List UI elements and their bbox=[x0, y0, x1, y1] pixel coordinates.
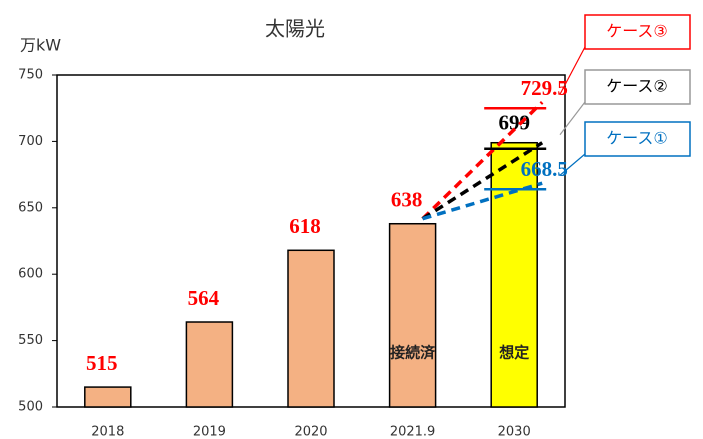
case-name: ケース② bbox=[606, 77, 668, 96]
case-leader bbox=[559, 101, 586, 136]
chart-title: 太陽光 bbox=[265, 17, 325, 41]
case-box bbox=[584, 121, 691, 157]
case-leader bbox=[559, 46, 586, 95]
case-value: 729.5 bbox=[521, 76, 568, 100]
bar bbox=[287, 249, 335, 408]
y-tick-label: 600 bbox=[18, 267, 43, 282]
case-leader bbox=[559, 153, 586, 176]
data-label: 618 bbox=[289, 214, 321, 238]
case-value: 668.5 bbox=[521, 157, 568, 181]
x-tick-label: 2018 bbox=[91, 425, 124, 439]
case-name: ケース③ bbox=[606, 22, 668, 41]
bar bbox=[185, 321, 234, 408]
y-tick-label: 550 bbox=[18, 333, 43, 348]
case-dashed-line bbox=[421, 100, 544, 220]
case-dashed-line bbox=[422, 181, 543, 221]
y-tick-label: 650 bbox=[18, 200, 43, 215]
case-box bbox=[584, 69, 691, 105]
y-tick-label: 700 bbox=[18, 134, 43, 149]
annotation: 接続済 bbox=[390, 344, 436, 362]
annotation: 想定 bbox=[498, 344, 529, 362]
data-label: 638 bbox=[391, 188, 423, 212]
bar bbox=[84, 386, 132, 408]
data-label: 564 bbox=[188, 286, 220, 310]
x-tick-label: 2020 bbox=[294, 425, 327, 439]
case-box bbox=[584, 14, 691, 50]
y-tick-label: 750 bbox=[18, 68, 43, 83]
case-dashed-line bbox=[421, 141, 544, 221]
case-name: ケース① bbox=[606, 129, 668, 148]
y-axis-label: 万kW bbox=[20, 36, 61, 55]
bar bbox=[388, 222, 437, 408]
y-tick-label: 500 bbox=[18, 400, 43, 415]
x-tick-label: 2030 bbox=[498, 425, 531, 439]
x-tick-label: 2019 bbox=[193, 425, 226, 439]
data-label: 515 bbox=[86, 351, 118, 375]
x-tick-label: 2021.9 bbox=[390, 425, 436, 439]
bar bbox=[490, 141, 538, 408]
